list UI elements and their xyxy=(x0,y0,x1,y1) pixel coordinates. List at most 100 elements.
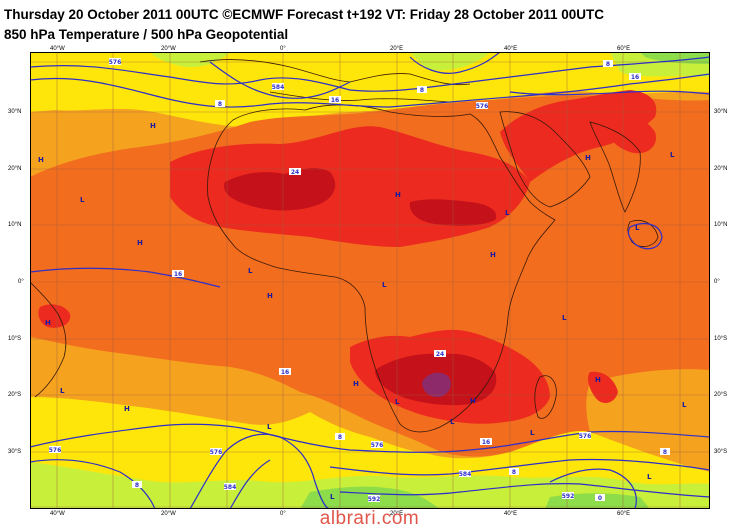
contour-label: 592 xyxy=(368,496,381,503)
lon-tick-bottom: 40°E xyxy=(504,511,518,517)
lat-tick-left: 0° xyxy=(18,279,24,285)
pressure-marker: L xyxy=(450,418,455,426)
pressure-marker: H xyxy=(490,251,496,259)
lat-tick-left: 10°S xyxy=(8,336,22,342)
madagascar-coastline xyxy=(534,375,557,419)
pressure-marker: H xyxy=(137,239,143,247)
lon-tick-bottom: 40°W xyxy=(50,511,65,517)
west-coast-red xyxy=(38,304,71,328)
lon-tick-bottom: 60°E xyxy=(617,511,631,517)
contour-label: 8 xyxy=(420,87,424,94)
contour-label: 584 xyxy=(224,484,237,491)
pressure-marker: L xyxy=(60,387,65,395)
contour-label: 8 xyxy=(606,61,610,68)
contour-label: 0 xyxy=(598,495,602,502)
lat-tick-right: 30°S xyxy=(714,449,728,455)
contour-label: 16 xyxy=(631,74,639,81)
pressure-marker: L xyxy=(670,151,675,159)
coastlines xyxy=(30,59,659,433)
contour-label: 576 xyxy=(371,442,384,449)
pressure-marker: H xyxy=(38,156,44,164)
pressure-marker: H xyxy=(395,191,401,199)
pressure-marker: H xyxy=(45,319,51,327)
lat-tick-left: 10°N xyxy=(8,222,22,228)
lat-tick-right: 10°N xyxy=(714,222,728,228)
pressure-marker: H xyxy=(267,292,273,300)
contour-label: 576 xyxy=(49,447,62,454)
pressure-marker: H xyxy=(470,397,476,405)
contour-label: 16 xyxy=(174,271,182,278)
pressure-marker: L xyxy=(248,267,253,275)
contour-label: 584 xyxy=(459,471,472,478)
contour-label: 24 xyxy=(291,169,299,176)
contour-label: 8 xyxy=(135,482,139,489)
south-america-coastline xyxy=(30,281,67,398)
pressure-marker: L xyxy=(562,314,567,322)
geopotential-contours xyxy=(30,52,710,509)
pressure-marker: H xyxy=(595,376,601,384)
lat-tick-left: 20°N xyxy=(8,166,22,172)
contour-south-3 xyxy=(189,433,331,509)
map-title-line-1: Thursday 20 October 2011 00UTC ©ECMWF Fo… xyxy=(4,7,605,22)
pressure-marker: L xyxy=(330,493,335,501)
contour-south-2 xyxy=(30,459,156,509)
pressure-marker: L xyxy=(682,401,687,409)
lon-tick-bottom: 0° xyxy=(280,511,286,517)
contour-label: 24 xyxy=(436,351,444,358)
northern-yellow-band xyxy=(30,52,710,127)
contour-south-6 xyxy=(339,483,710,498)
contour-north-2 xyxy=(30,73,710,108)
map-title-line-2: 850 hPa Temperature / 500 hPa Geopotenti… xyxy=(4,27,289,42)
contour-label: 16 xyxy=(331,97,339,104)
pressure-marker: L xyxy=(382,281,387,289)
lat-lon-grid xyxy=(30,52,710,509)
lon-tick-top: 40°E xyxy=(504,46,518,52)
lon-tick-top: 20°W xyxy=(161,46,176,52)
site-watermark: albrari.com xyxy=(319,508,420,529)
contour-north-3 xyxy=(209,61,351,99)
lat-tick-left: 30°N xyxy=(8,109,22,115)
arabia-red xyxy=(500,90,657,182)
lon-tick-bottom: 20°E xyxy=(390,511,404,517)
temperature-contour-16 xyxy=(30,267,221,288)
pressure-marker: L xyxy=(635,224,640,232)
pressure-marker: H xyxy=(150,122,156,130)
pressure-marker: H xyxy=(124,405,130,413)
purple-core xyxy=(422,372,451,398)
map-frame xyxy=(30,52,710,509)
mediterranean-coastline xyxy=(269,91,451,103)
contour-label: 576 xyxy=(210,449,223,456)
contour-label: 8 xyxy=(663,449,667,456)
north-atlantic-orange xyxy=(30,109,240,147)
contour-north-1 xyxy=(30,56,710,92)
lat-tick-right: 30°N xyxy=(714,109,728,115)
pressure-marker: L xyxy=(267,423,272,431)
pressure-marker: L xyxy=(530,429,535,437)
contour-label: 592 xyxy=(562,493,575,500)
contour-north-4 xyxy=(409,52,501,74)
lon-tick-top: 0° xyxy=(280,46,286,52)
contour-label: 576 xyxy=(579,433,592,440)
pressure-marker: L xyxy=(647,473,652,481)
lon-tick-bottom: 20°W xyxy=(161,511,176,517)
southern-green-yellow xyxy=(30,462,710,509)
pressure-marker: L xyxy=(80,196,85,204)
contour-label-group: 576 584 8 16 576 8 8 16 24 16 24 16 8 57… xyxy=(49,58,670,503)
contour-south-4 xyxy=(229,459,271,509)
contour-label: 8 xyxy=(338,434,342,441)
india-red xyxy=(608,116,656,154)
lat-tick-left: 20°S xyxy=(8,392,22,398)
contour-label: 8 xyxy=(512,469,516,476)
lat-tick-right: 20°S xyxy=(714,392,728,398)
temperature-contour-8-east xyxy=(627,223,663,250)
pressure-marker: H xyxy=(353,380,359,388)
arabia-coastline xyxy=(499,111,591,208)
contour-label: 576 xyxy=(109,59,122,66)
africa-coastline xyxy=(207,104,556,433)
lat-tick-right: 10°S xyxy=(714,336,728,342)
pressure-marker: H xyxy=(585,154,591,162)
east-island-coastline xyxy=(627,220,659,247)
lon-tick-top: 20°E xyxy=(390,46,404,52)
contour-label: 16 xyxy=(281,369,289,376)
lon-tick-top: 40°W xyxy=(50,46,65,52)
